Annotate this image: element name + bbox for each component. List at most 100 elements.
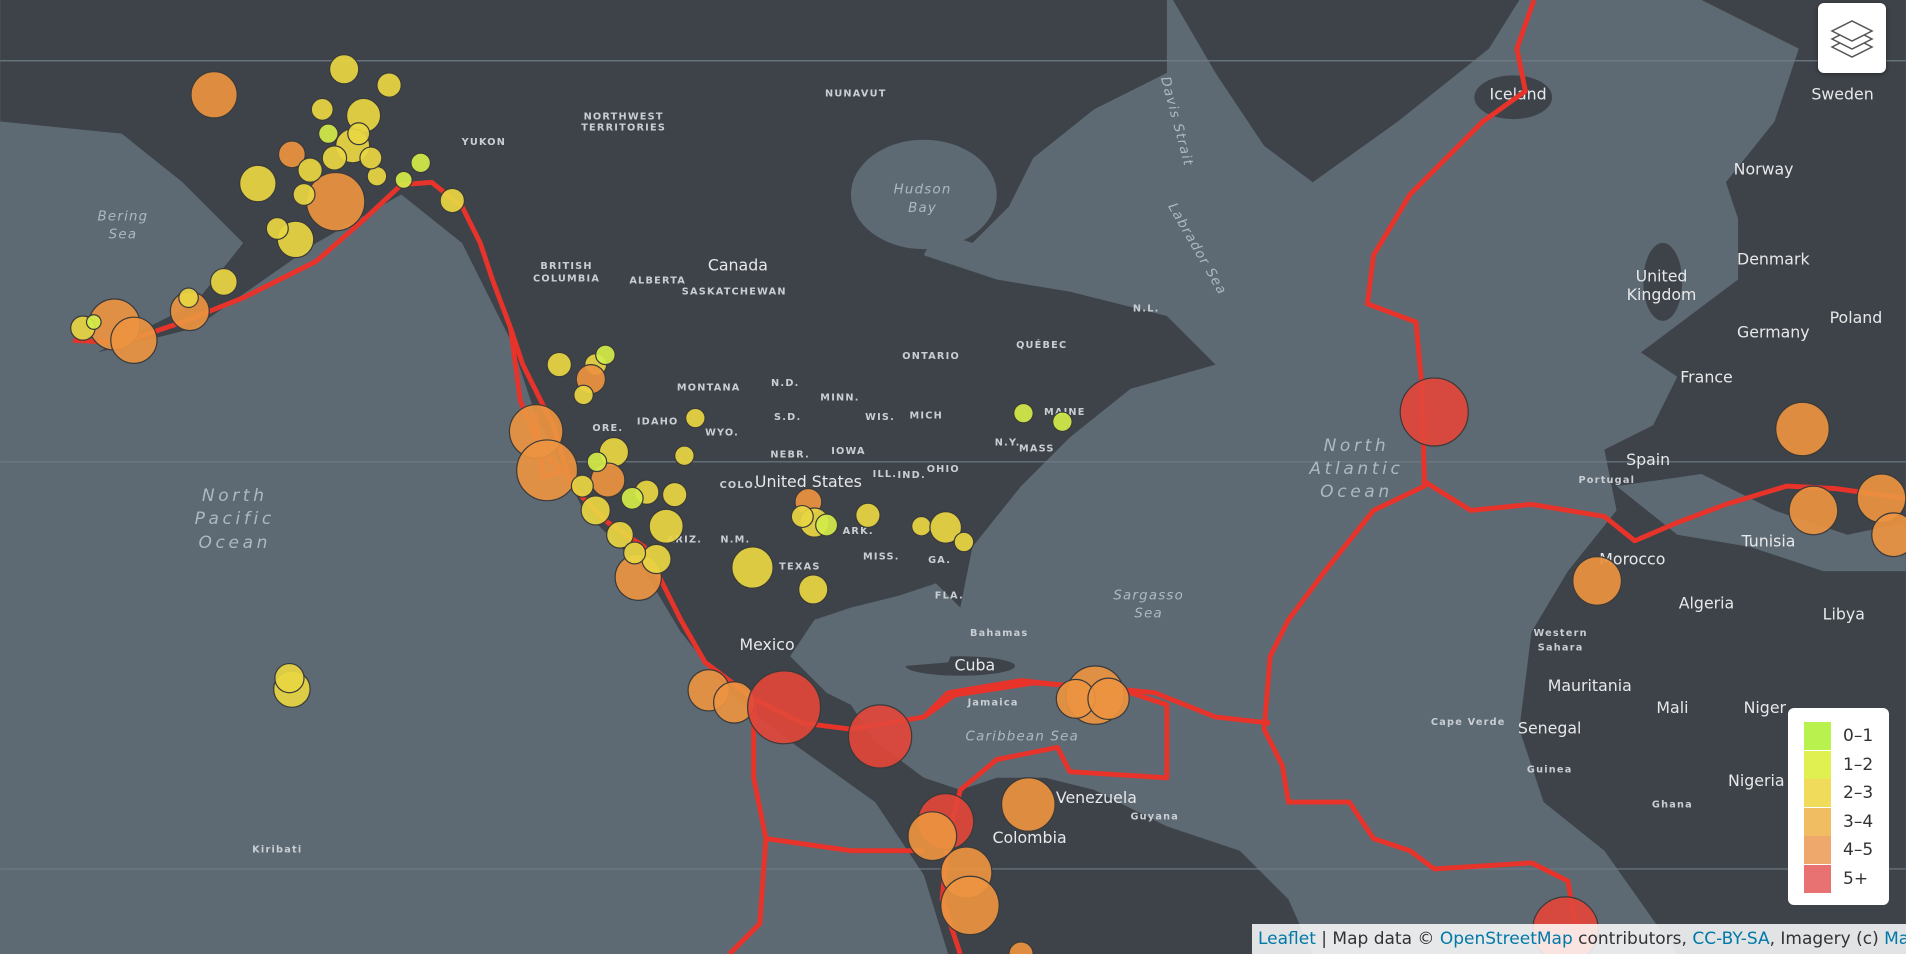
map-label: IOWA: [831, 446, 866, 457]
earthquake-marker[interactable]: [328, 54, 360, 85]
earthquake-marker[interactable]: [911, 515, 932, 537]
earthquake-marker[interactable]: [1871, 512, 1906, 558]
attribution-link[interactable]: Leaflet: [1258, 929, 1316, 949]
earthquake-marker[interactable]: [815, 513, 839, 537]
earthquake-marker[interactable]: [648, 508, 684, 544]
earthquake-marker[interactable]: [376, 72, 402, 98]
legend-label: 4–5: [1843, 840, 1874, 860]
earthquake-marker[interactable]: [790, 504, 814, 529]
map-label: IND.: [897, 470, 925, 481]
map-label: WYO.: [705, 428, 739, 439]
earthquake-marker[interactable]: [265, 216, 289, 241]
earthquake-marker[interactable]: [274, 662, 305, 694]
legend: 0–1 1–2 2–3 3–4 4–5 5+: [1788, 708, 1889, 905]
earthquake-marker[interactable]: [580, 495, 611, 526]
earthquake-marker[interactable]: [1572, 555, 1623, 606]
earthquake-marker[interactable]: [394, 170, 413, 189]
map-label: Sweden: [1811, 84, 1873, 103]
earthquake-marker[interactable]: [953, 531, 975, 553]
map-label: Pacific: [195, 509, 275, 529]
britain: [1643, 243, 1683, 321]
map-label: Cuba: [955, 655, 996, 674]
hudson-bay: [850, 139, 997, 250]
map-label: Tunisia: [1740, 532, 1795, 551]
map-label: Canada: [708, 256, 768, 275]
earthquake-marker[interactable]: [940, 875, 1000, 936]
legend-label: 5+: [1843, 868, 1869, 889]
earthquake-marker[interactable]: [674, 445, 695, 467]
map-label: IDAHO: [637, 417, 679, 428]
earthquake-marker[interactable]: [85, 314, 102, 330]
attribution-link[interactable]: CC-BY-SA: [1692, 929, 1770, 949]
earthquake-marker[interactable]: [178, 287, 199, 309]
earthquake-marker[interactable]: [318, 123, 339, 145]
map-label: North: [202, 486, 268, 506]
map-label: Guyana: [1130, 812, 1179, 823]
earthquake-marker[interactable]: [190, 71, 238, 119]
earthquake-marker[interactable]: [573, 384, 594, 406]
earthquake-marker[interactable]: [1399, 377, 1469, 447]
map-label: N.Y.: [995, 437, 1021, 448]
earthquake-marker[interactable]: [595, 344, 616, 366]
earthquake-marker[interactable]: [1001, 777, 1056, 832]
earthquake-marker[interactable]: [516, 439, 579, 502]
earthquake-marker[interactable]: [1775, 401, 1830, 457]
map-label: OHIO: [927, 464, 960, 475]
map-label: MINN.: [820, 392, 859, 403]
earthquake-marker[interactable]: [661, 481, 688, 508]
legend-row: 5+: [1804, 864, 1869, 893]
earthquake-marker[interactable]: [1788, 485, 1839, 536]
earthquake-marker[interactable]: [847, 704, 913, 769]
earthquake-marker[interactable]: [310, 97, 334, 121]
earthquake-marker[interactable]: [731, 546, 774, 589]
earthquake-marker[interactable]: [855, 502, 881, 529]
legend-label: 1–2: [1843, 754, 1874, 775]
map-label: Kiribati: [252, 844, 302, 855]
earthquake-marker[interactable]: [623, 541, 647, 565]
earthquake-marker[interactable]: [685, 407, 706, 429]
earthquake-marker[interactable]: [620, 486, 644, 510]
map-label: Hudson: [894, 183, 952, 198]
earthquake-marker[interactable]: [747, 670, 822, 745]
greenland: [1172, 0, 1520, 183]
layer-control[interactable]: [1818, 3, 1886, 73]
earthquake-marker[interactable]: [239, 164, 277, 203]
map-label: Senegal: [1518, 719, 1582, 738]
earthquake-marker[interactable]: [321, 145, 348, 171]
earthquake-marker[interactable]: [209, 267, 238, 296]
map-label: YUKON: [461, 137, 507, 148]
earthquake-marker[interactable]: [641, 543, 672, 575]
earthquake-marker[interactable]: [798, 574, 829, 605]
earthquake-marker[interactable]: [1087, 677, 1130, 721]
map-label: SASKATCHEWAN: [682, 287, 787, 298]
earthquake-marker[interactable]: [1013, 402, 1034, 424]
attribution-link[interactable]: OpenStreetMap: [1439, 929, 1573, 949]
attribution-link[interactable]: Mapbox: [1884, 929, 1906, 949]
earthquake-marker[interactable]: [439, 187, 466, 214]
earthquake-marker[interactable]: [1052, 411, 1073, 433]
map-label: Portugal: [1578, 475, 1635, 486]
earthquake-marker[interactable]: [410, 152, 432, 174]
earthquake-marker[interactable]: [1008, 941, 1034, 954]
earthquake-marker[interactable]: [586, 451, 608, 473]
map-label: MICH: [910, 411, 943, 422]
earthquake-marker[interactable]: [907, 811, 958, 862]
map-label: COLUMBIA: [533, 273, 600, 284]
earthquake-marker[interactable]: [546, 351, 573, 378]
earthquake-marker[interactable]: [297, 157, 323, 183]
earthquake-marker[interactable]: [347, 122, 371, 146]
map-label: Spain: [1626, 450, 1670, 469]
map-label: Mexico: [740, 635, 795, 654]
earthquake-marker[interactable]: [606, 520, 634, 549]
earthquake-marker[interactable]: [929, 511, 963, 544]
map-label: N.M.: [720, 535, 750, 546]
earthquake-marker[interactable]: [570, 474, 594, 498]
legend-row: 3–4: [1804, 807, 1873, 836]
map-label: Atlantic: [1308, 459, 1403, 479]
earthquake-marker[interactable]: [359, 146, 383, 170]
earthquake-marker[interactable]: [292, 182, 316, 206]
earthquake-marker[interactable]: [110, 316, 158, 364]
earthquake-marker[interactable]: [277, 140, 306, 169]
